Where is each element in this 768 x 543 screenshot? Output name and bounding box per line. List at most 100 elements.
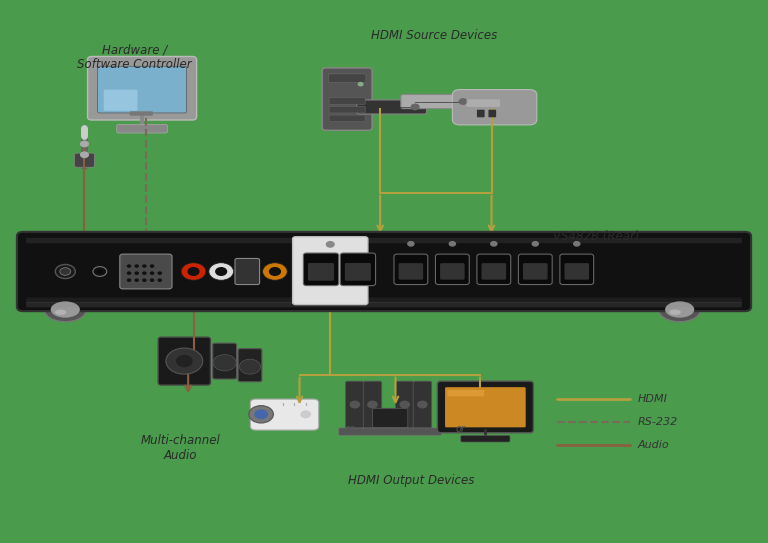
FancyBboxPatch shape — [213, 343, 237, 379]
FancyBboxPatch shape — [250, 399, 319, 430]
FancyBboxPatch shape — [523, 263, 548, 280]
Circle shape — [55, 264, 75, 279]
Circle shape — [209, 263, 233, 280]
Ellipse shape — [55, 310, 67, 315]
Circle shape — [459, 99, 467, 104]
Circle shape — [214, 355, 237, 371]
FancyBboxPatch shape — [401, 94, 475, 109]
Circle shape — [127, 265, 131, 267]
FancyBboxPatch shape — [482, 263, 506, 280]
Circle shape — [127, 279, 131, 281]
Circle shape — [350, 401, 359, 408]
FancyBboxPatch shape — [308, 263, 334, 281]
FancyBboxPatch shape — [560, 254, 594, 285]
FancyBboxPatch shape — [437, 381, 533, 433]
Circle shape — [181, 263, 206, 280]
FancyBboxPatch shape — [356, 100, 427, 114]
Circle shape — [326, 242, 334, 247]
Circle shape — [400, 401, 409, 408]
Text: VS482B (Rear): VS482B (Rear) — [553, 230, 640, 243]
Circle shape — [491, 242, 497, 246]
Circle shape — [270, 268, 280, 275]
Circle shape — [532, 242, 538, 246]
Circle shape — [188, 268, 199, 275]
FancyBboxPatch shape — [339, 428, 442, 435]
FancyBboxPatch shape — [488, 110, 496, 117]
FancyBboxPatch shape — [413, 381, 432, 433]
Text: Multi-channel
Audio: Multi-channel Audio — [141, 434, 220, 462]
Circle shape — [93, 267, 107, 276]
FancyBboxPatch shape — [518, 254, 552, 285]
FancyBboxPatch shape — [345, 263, 371, 281]
Circle shape — [151, 272, 154, 274]
FancyBboxPatch shape — [303, 253, 339, 286]
FancyBboxPatch shape — [435, 254, 469, 285]
FancyBboxPatch shape — [466, 99, 500, 107]
FancyBboxPatch shape — [130, 111, 153, 116]
Circle shape — [60, 268, 71, 275]
Circle shape — [135, 272, 138, 274]
FancyBboxPatch shape — [17, 232, 751, 311]
FancyBboxPatch shape — [394, 254, 428, 285]
Circle shape — [81, 152, 88, 157]
Ellipse shape — [658, 298, 701, 321]
FancyBboxPatch shape — [26, 302, 742, 307]
FancyBboxPatch shape — [26, 238, 742, 243]
Circle shape — [135, 265, 138, 267]
Circle shape — [166, 348, 203, 374]
FancyBboxPatch shape — [372, 408, 408, 428]
Circle shape — [449, 242, 455, 246]
Circle shape — [368, 401, 377, 408]
FancyBboxPatch shape — [564, 263, 589, 280]
FancyBboxPatch shape — [445, 387, 525, 427]
FancyBboxPatch shape — [235, 258, 260, 285]
Text: HDMI: HDMI — [637, 394, 667, 404]
Circle shape — [143, 265, 146, 267]
Circle shape — [254, 409, 268, 419]
FancyBboxPatch shape — [346, 381, 364, 433]
Circle shape — [127, 272, 131, 274]
Text: Hardware /
Software Controller: Hardware / Software Controller — [77, 43, 192, 71]
FancyBboxPatch shape — [477, 110, 485, 117]
FancyBboxPatch shape — [340, 253, 376, 286]
Circle shape — [135, 279, 138, 281]
FancyBboxPatch shape — [88, 56, 197, 120]
Circle shape — [263, 263, 287, 280]
Circle shape — [158, 272, 161, 274]
Ellipse shape — [669, 310, 680, 315]
Circle shape — [177, 356, 192, 367]
FancyBboxPatch shape — [74, 153, 94, 167]
Text: or: or — [455, 424, 466, 434]
Circle shape — [216, 268, 227, 275]
FancyBboxPatch shape — [461, 435, 510, 442]
Circle shape — [249, 406, 273, 423]
Circle shape — [151, 279, 154, 281]
Text: Audio: Audio — [637, 440, 669, 450]
Circle shape — [158, 279, 161, 281]
Ellipse shape — [665, 301, 694, 318]
Circle shape — [143, 279, 146, 281]
FancyBboxPatch shape — [120, 254, 172, 289]
FancyBboxPatch shape — [238, 349, 262, 382]
FancyBboxPatch shape — [396, 381, 414, 433]
Circle shape — [418, 401, 427, 408]
FancyBboxPatch shape — [329, 106, 365, 113]
FancyBboxPatch shape — [329, 98, 365, 104]
FancyBboxPatch shape — [440, 263, 465, 280]
Ellipse shape — [51, 301, 80, 318]
FancyBboxPatch shape — [447, 390, 485, 396]
FancyBboxPatch shape — [26, 298, 742, 303]
Circle shape — [240, 359, 260, 374]
FancyBboxPatch shape — [158, 337, 210, 385]
FancyBboxPatch shape — [477, 254, 511, 285]
Circle shape — [151, 265, 154, 267]
Text: or: or — [344, 424, 355, 434]
FancyBboxPatch shape — [293, 237, 368, 305]
FancyBboxPatch shape — [329, 74, 366, 83]
Circle shape — [81, 141, 88, 147]
Text: HDMI Source Devices: HDMI Source Devices — [371, 29, 497, 42]
Ellipse shape — [44, 298, 86, 321]
Circle shape — [408, 242, 414, 246]
FancyBboxPatch shape — [117, 124, 167, 133]
FancyBboxPatch shape — [363, 381, 382, 433]
